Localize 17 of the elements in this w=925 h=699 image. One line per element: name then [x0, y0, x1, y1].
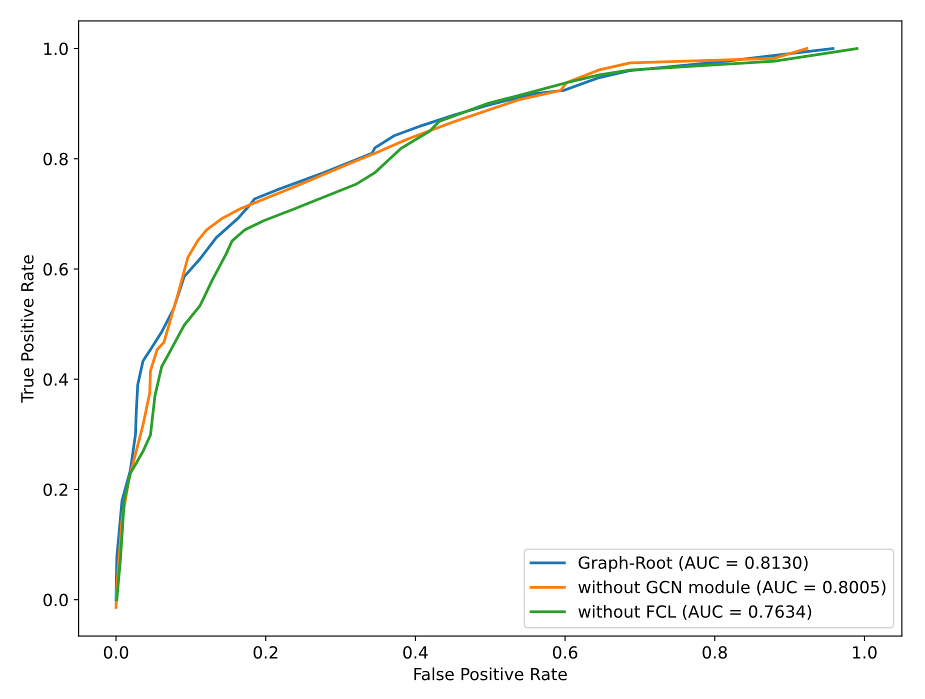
y-tick-label: 0.4	[43, 373, 68, 386]
legend-label: without FCL (AUC = 0.7634)	[578, 604, 812, 620]
legend-label: Graph-Root (AUC = 0.8130)	[578, 556, 808, 572]
y-tick-label: 1.0	[44, 42, 68, 56]
y-tick-label: 0.8	[43, 152, 68, 166]
x-tick-label: 0.2	[254, 646, 278, 659]
y-tick-label: 0.6	[43, 262, 68, 276]
x-tick-label: 0.0	[104, 646, 128, 659]
y-tick-label: 0.2	[43, 483, 68, 496]
y-tick-label: 0.0	[43, 594, 68, 606]
legend-label: without GCN module (AUC = 0.8005)	[578, 580, 886, 596]
x-axis-title: False Positive Rate	[414, 668, 567, 680]
x-tick-label: 0.4	[403, 646, 428, 659]
y-axis-title: True Positive Rate	[20, 255, 34, 403]
x-tick-label: 1.0	[853, 646, 877, 659]
x-tick-label: 0.8	[702, 646, 727, 659]
x-tick-label: 0.6	[552, 646, 578, 659]
